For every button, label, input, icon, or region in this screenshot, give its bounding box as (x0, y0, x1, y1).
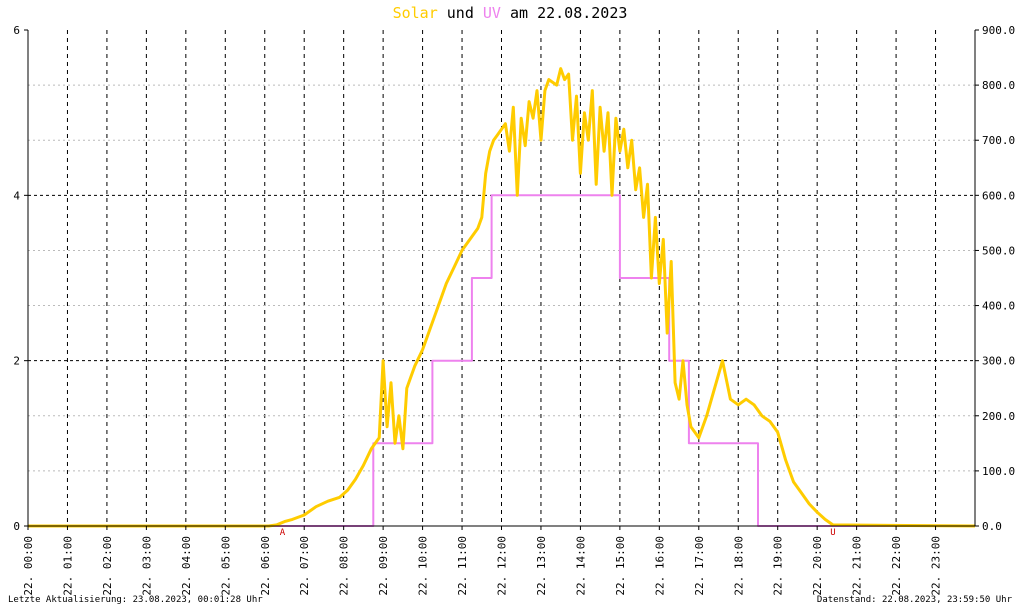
y-right-tick-label: 500.0 (982, 244, 1015, 257)
title-und: und (438, 4, 483, 22)
x-tick-label: 22. 10:00 (417, 536, 430, 596)
grid (28, 30, 975, 526)
title-uv: UV (483, 4, 501, 22)
x-tick-label: 22. 16:00 (653, 536, 666, 596)
x-tick-label: 22. 09:00 (377, 536, 390, 596)
y-right-tick-label: 900.0 (982, 24, 1015, 37)
footer-data-status: Datenstand: 22.08.2023, 23:59:50 Uhr (817, 595, 1013, 605)
sunrise-marker: A (280, 528, 286, 538)
y-left-tick-label: 6 (13, 24, 20, 37)
chart-title: Solar und UV am 22.08.2023 (393, 4, 628, 22)
tick-labels: 0 2 4 6 0.0 100.0 200.0 300.0 400.0 500.0 600.0 700… (13, 24, 1015, 596)
x-tick-label: 22. 14:00 (574, 536, 587, 596)
x-tick-label: 22. 23:00 (930, 536, 943, 596)
x-tick-label: 22. 19:00 (772, 536, 785, 596)
x-tick-label: 22. 00:00 (22, 536, 35, 596)
x-tick-label: 22. 07:00 (298, 536, 311, 596)
uv-series-line (28, 194, 975, 527)
x-tick-label: 22. 22:00 (890, 536, 903, 596)
x-tick-label: 22. 18:00 (732, 536, 745, 596)
y-left-tick-label: 2 (13, 355, 20, 368)
x-tick-label: 22. 15:00 (614, 536, 627, 596)
title-date: am 22.08.2023 (501, 4, 627, 22)
x-tick-label: 22. 17:00 (693, 536, 706, 596)
y-right-tick-label: 400.0 (982, 300, 1015, 313)
y-right-tick-label: 200.0 (982, 410, 1015, 423)
y-right-tick-label: 800.0 (982, 79, 1015, 92)
y-right-tick-label: 0.0 (982, 520, 1002, 533)
x-tick-label: 22. 02:00 (101, 536, 114, 596)
y-right-tick-label: 700.0 (982, 134, 1015, 147)
x-tick-label: 22. 01:00 (61, 536, 74, 596)
x-tick-label: 22. 04:00 (180, 536, 193, 596)
y-right-tick-label: 300.0 (982, 355, 1015, 368)
sunset-marker: U (830, 528, 835, 538)
x-tick-label: 22. 21:00 (851, 536, 864, 596)
title-solar: Solar (393, 4, 438, 22)
y-left-tick-label: 0 (13, 520, 20, 533)
series-layer (28, 67, 976, 528)
y-right-tick-label: 600.0 (982, 189, 1015, 202)
x-tick-label: 22. 13:00 (535, 536, 548, 596)
y-left-tick-label: 4 (13, 189, 20, 202)
y-right-tick-label: 100.0 (982, 465, 1015, 478)
solar-series-line (28, 67, 976, 528)
x-tick-label: 22. 05:00 (219, 536, 232, 596)
x-tick-label: 22. 06:00 (259, 536, 272, 596)
x-tick-label: 22. 20:00 (811, 536, 824, 596)
x-tick-label: 22. 12:00 (496, 536, 509, 596)
x-tick-label: 22. 03:00 (140, 536, 153, 596)
x-tick-label: 22. 11:00 (456, 536, 469, 596)
x-tick-label: 22. 08:00 (338, 536, 351, 596)
footer-last-update: Letzte Aktualisierung: 23.08.2023, 00:01… (8, 595, 263, 605)
